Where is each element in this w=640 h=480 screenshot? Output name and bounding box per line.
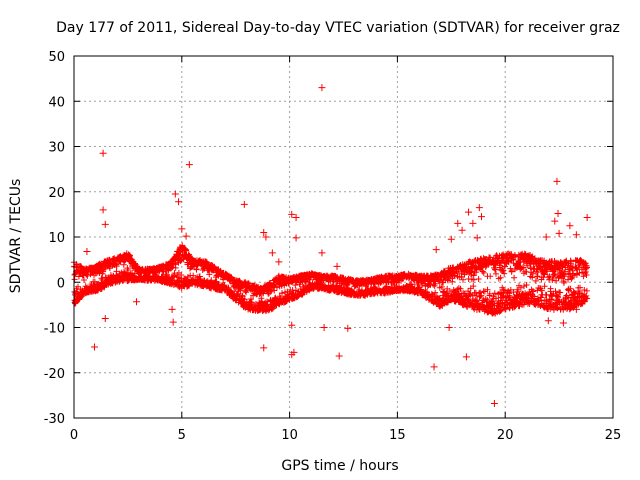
outlier-point xyxy=(465,208,473,216)
y-tick-label: -20 xyxy=(44,367,65,382)
outlier-point xyxy=(469,219,477,227)
outlier-point xyxy=(175,198,183,206)
outlier-point xyxy=(99,206,107,214)
outlier-point xyxy=(292,214,300,222)
outlier-point xyxy=(90,343,98,351)
outlier-point xyxy=(477,213,485,221)
outlier-point xyxy=(318,84,326,92)
outlier-point xyxy=(458,226,466,234)
outlier-point xyxy=(260,228,268,236)
outlier-point xyxy=(275,258,283,266)
outlier-point xyxy=(473,234,481,242)
outlier-point xyxy=(288,351,296,359)
outlier-point xyxy=(99,149,107,157)
outlier-point xyxy=(583,214,591,222)
y-tick-label: -30 xyxy=(44,412,65,427)
outlier-point xyxy=(475,204,483,212)
axis-ticks: 0 5 10 15 20 25 -30 -20 -10 0 10 20 30 40 50 xyxy=(44,50,622,443)
outlier-point xyxy=(454,219,462,227)
chart-title: Day 177 of 2011, Sidereal Day-to-day VTE… xyxy=(56,20,620,36)
x-axis-label: GPS time / hours xyxy=(281,458,398,474)
outlier-point xyxy=(554,209,562,217)
outlier-point xyxy=(544,317,552,325)
outlier-point xyxy=(168,305,176,313)
outlier-point xyxy=(566,222,574,230)
outlier-point xyxy=(555,229,563,237)
outlier-point xyxy=(240,200,248,208)
outlier-point xyxy=(182,232,190,240)
outlier-point xyxy=(320,324,328,331)
outlier-point xyxy=(171,190,179,198)
outlier-point xyxy=(553,177,561,185)
outlier-point xyxy=(445,324,453,331)
data-points xyxy=(70,84,591,408)
outlier-point xyxy=(101,314,109,322)
outlier-point xyxy=(572,231,580,239)
data-band-markers xyxy=(70,242,591,317)
x-tick-label: 10 xyxy=(281,428,298,443)
outlier-point xyxy=(559,319,567,327)
outlier-point xyxy=(83,247,91,255)
outlier-point xyxy=(344,324,352,332)
outlier-point xyxy=(169,318,177,326)
outlier-point xyxy=(318,249,326,257)
outlier-point xyxy=(268,249,276,257)
outlier-point xyxy=(490,400,498,408)
outlier-point xyxy=(262,233,270,241)
outlier-point xyxy=(335,352,343,360)
y-axis-label: SDTVAR / TECUs xyxy=(8,179,24,294)
outlier-point xyxy=(447,235,455,243)
outlier-point xyxy=(260,344,268,352)
outlier-point xyxy=(333,262,341,270)
x-tick-label: 5 xyxy=(178,428,186,443)
outlier-point xyxy=(292,234,300,242)
y-tick-label: 0 xyxy=(57,276,65,291)
outlier-point xyxy=(462,353,470,361)
y-tick-label: 40 xyxy=(48,95,65,110)
outlier-point xyxy=(178,225,186,233)
x-tick-label: 15 xyxy=(389,428,406,443)
x-tick-label: 25 xyxy=(605,428,622,443)
y-tick-label: -10 xyxy=(44,322,65,337)
grid-lines xyxy=(74,56,613,418)
x-tick-label: 0 xyxy=(70,428,78,443)
outlier-point xyxy=(133,298,141,306)
outlier-point xyxy=(551,217,559,225)
x-tick-label: 20 xyxy=(497,428,514,443)
y-tick-label: 50 xyxy=(48,50,65,65)
y-tick-label: 20 xyxy=(48,186,65,201)
outlier-point xyxy=(288,321,296,329)
outlier-point xyxy=(430,363,438,371)
outlier-point xyxy=(185,161,193,169)
y-tick-label: 30 xyxy=(48,141,65,156)
outlier-point xyxy=(101,220,109,228)
outlier-point xyxy=(288,210,296,218)
y-tick-label: 10 xyxy=(48,231,65,246)
outlier-point xyxy=(572,305,580,313)
outlier-point xyxy=(432,246,440,254)
outlier-point xyxy=(542,233,550,241)
